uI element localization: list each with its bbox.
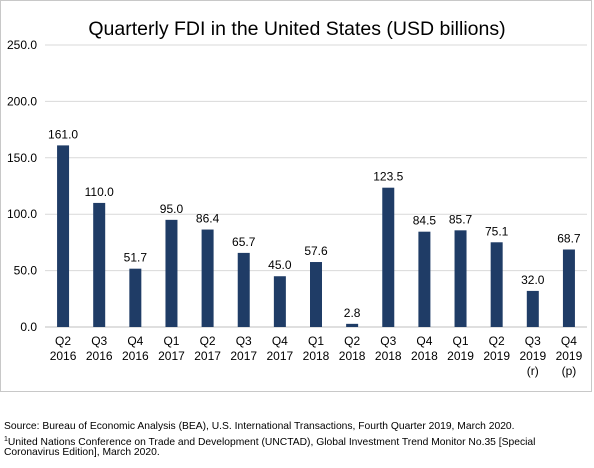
x-tick-label: Q4 [416, 334, 432, 348]
x-tick-label: Q2 [55, 334, 71, 348]
data-label: 85.7 [449, 212, 473, 226]
unctad-note-line2: Coronavirus Edition], March 2020. [4, 447, 160, 458]
x-axis-ticks: Q22016Q32016Q42016Q12017Q22017Q32017Q420… [50, 334, 583, 378]
bar [418, 231, 431, 327]
bar [490, 242, 503, 327]
data-label: 110.0 [85, 185, 114, 199]
y-tick-label: 50.0 [14, 264, 38, 278]
x-tick-label: 2019 [556, 349, 583, 363]
bar [310, 262, 322, 327]
data-label: 65.7 [232, 235, 256, 249]
bar [237, 252, 250, 327]
data-label: 95.0 [160, 202, 184, 216]
x-tick-label: Q2 [344, 334, 360, 348]
x-tick-label: 2016 [122, 349, 149, 363]
y-tick-label: 200.0 [7, 94, 37, 108]
y-tick-label: 150.0 [7, 151, 37, 165]
bar [454, 230, 467, 327]
data-label: 45.0 [268, 258, 292, 272]
bar [273, 276, 286, 327]
unctad-note-line1: United Nations Conference on Trade and D… [7, 437, 536, 448]
x-tick-label: 2017 [158, 349, 185, 363]
chart-frame: Quarterly FDI in the United States (USD … [0, 0, 592, 392]
x-tick-label: 2016 [86, 349, 113, 363]
x-tick-label: (r) [527, 364, 539, 378]
x-tick-label: Q1 [453, 334, 469, 348]
x-tick-label: Q2 [200, 334, 216, 348]
bar [165, 219, 178, 327]
x-tick-label: 2017 [267, 349, 294, 363]
footnote-marker: 1 [4, 436, 8, 443]
data-label: 57.6 [304, 244, 328, 258]
source-note: Source: Bureau of Economic Analysis (BEA… [4, 421, 515, 432]
data-label: 161.0 [48, 127, 78, 141]
data-label: 75.1 [485, 224, 509, 238]
x-tick-label: Q3 [236, 334, 252, 348]
bar [57, 145, 70, 327]
chart-title: Quarterly FDI in the United States (USD … [88, 18, 505, 40]
data-label: 68.7 [557, 232, 581, 246]
x-tick-label: Q4 [561, 334, 577, 348]
x-tick-label: 2019 [519, 349, 546, 363]
x-tick-label: 2018 [339, 349, 366, 363]
x-tick-label: (p) [562, 364, 577, 378]
bar [526, 290, 539, 327]
bar [382, 187, 395, 327]
bars [57, 145, 575, 327]
x-tick-label: 2017 [194, 349, 221, 363]
x-tick-label: 2018 [411, 349, 438, 363]
x-tick-label: Q4 [127, 334, 143, 348]
data-label: 2.8 [344, 306, 361, 320]
bar [562, 249, 575, 327]
x-tick-label: Q3 [525, 334, 541, 348]
x-tick-label: Q1 [308, 334, 324, 348]
bar [346, 323, 359, 327]
unctad-note: 1United Nations Conference on Trade and … [4, 433, 535, 449]
x-tick-label: Q3 [380, 334, 396, 348]
x-tick-label: Q3 [91, 334, 107, 348]
data-label: 51.7 [124, 251, 148, 265]
x-tick-label: Q1 [163, 334, 179, 348]
x-tick-label: 2018 [303, 349, 330, 363]
y-tick-label: 100.0 [7, 207, 37, 221]
x-tick-label: Q2 [489, 334, 505, 348]
x-tick-label: Q4 [272, 334, 288, 348]
x-tick-label: 2018 [375, 349, 402, 363]
data-label: 32.0 [521, 273, 545, 287]
y-tick-label: 250.0 [7, 38, 37, 52]
x-tick-label: 2019 [447, 349, 474, 363]
y-axis-ticks: 0.0 50.0 100.0 150.0 200.0 250.0 [7, 38, 37, 334]
data-labels: 161.0 110.0 51.7 95.0 86.4 65.7 45.0 57.6 2.8 123… [48, 127, 581, 319]
x-tick-label: 2016 [50, 349, 77, 363]
x-tick-label: 2017 [230, 349, 257, 363]
bar [93, 202, 106, 327]
bar-chart: Quarterly FDI in the United States (USD … [7, 18, 587, 378]
data-label: 84.5 [413, 214, 437, 228]
data-label: 123.5 [373, 170, 403, 184]
y-tick-label: 0.0 [20, 320, 37, 334]
data-label: 86.4 [196, 212, 220, 226]
bar [129, 268, 142, 327]
x-tick-label: 2019 [483, 349, 510, 363]
bar [201, 229, 214, 327]
